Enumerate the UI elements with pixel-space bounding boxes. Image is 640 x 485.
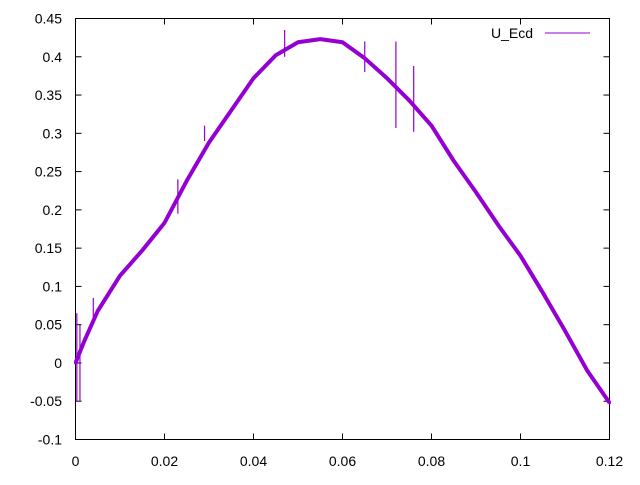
data-point: [496, 223, 500, 227]
y-tick-label: 0.3: [43, 125, 63, 141]
data-point: [563, 329, 567, 333]
data-point: [118, 274, 122, 278]
plot-border: [75, 18, 610, 440]
y-tick-label: 0.2: [43, 202, 63, 218]
x-tick-label: 0.02: [151, 453, 178, 469]
y-tick-label: 0: [54, 355, 62, 371]
data-point: [82, 339, 86, 343]
y-tick-label: 0.35: [35, 87, 62, 103]
series-line: [73, 37, 612, 404]
data-point: [185, 179, 189, 183]
ticks: [75, 18, 610, 440]
x-tick-label: 0.04: [240, 453, 267, 469]
legend-label: U_Ecd: [491, 25, 533, 41]
y-tick-label: -0.1: [38, 432, 62, 448]
data-point: [96, 309, 100, 313]
data-point: [430, 124, 433, 128]
data-point: [452, 159, 456, 163]
data-point: [296, 40, 300, 44]
data-point: [163, 221, 166, 225]
x-tick-label: 0.06: [329, 453, 356, 469]
x-tick-label: 0: [72, 453, 80, 469]
y-tick-label: 0.4: [43, 49, 63, 65]
y-tick-label: 0.45: [35, 11, 62, 27]
data-point: [252, 76, 255, 80]
data-point: [318, 37, 322, 41]
legend: U_Ecd: [491, 25, 590, 41]
data-point: [207, 141, 211, 145]
x-tick-label: 0.12: [596, 453, 623, 469]
data-point: [519, 254, 522, 258]
y-tick-label: 0.05: [35, 317, 62, 333]
data-point: [274, 53, 278, 57]
y-tick-labels: -0.1 -0.05 0 0.05 0.1 0.15 0.2 0.25 0.3 0.35 0.4 0.…: [30, 11, 62, 448]
data-point: [474, 190, 478, 194]
y-tick-label: 0.1: [43, 278, 63, 294]
data-point: [229, 108, 233, 112]
data-point: [407, 98, 411, 102]
x-tick-label: 0.08: [418, 453, 445, 469]
y-tick-label: 0.25: [35, 164, 62, 180]
data-point: [608, 401, 611, 405]
data-point: [385, 76, 389, 80]
data-point: [341, 40, 344, 44]
x-tick-label: 0.1: [511, 453, 531, 469]
data-point: [140, 248, 144, 252]
y-tick-label: -0.05: [30, 393, 62, 409]
series-layer: [73, 29, 612, 405]
x-tick-labels: 0 0.02 0.04 0.06 0.08 0.1 0.12: [72, 453, 624, 469]
data-point: [541, 291, 545, 295]
y-tick-label: 0.15: [35, 240, 62, 256]
data-point: [585, 369, 589, 373]
